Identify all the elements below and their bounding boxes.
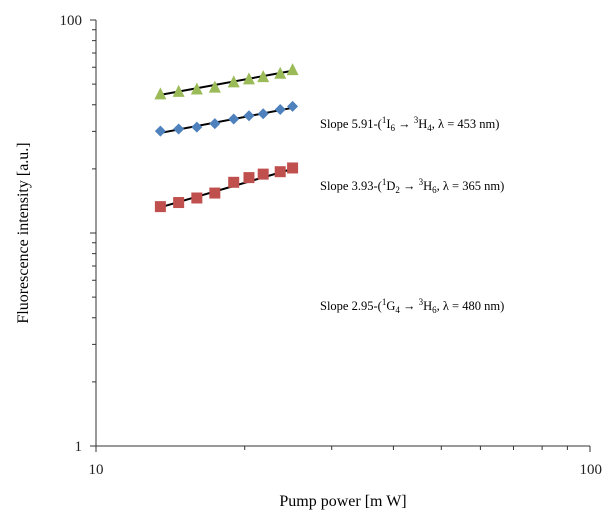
data-point	[173, 123, 185, 135]
trend-line	[160, 69, 293, 96]
annotation-layer: Slope 5.91-(1I6 → 3H4, λ = 453 nm) Slope …	[320, 115, 504, 315]
y-axis-label: Fluorescence intensity [a.u.]	[15, 142, 32, 323]
data-point	[227, 75, 240, 88]
data-point	[274, 104, 286, 116]
data-point	[173, 197, 185, 209]
data-point	[286, 63, 299, 76]
data-point	[172, 84, 185, 97]
data-point	[287, 100, 299, 112]
data-point	[257, 108, 269, 120]
data-point	[257, 70, 270, 83]
data-point	[154, 87, 167, 100]
x-tick-label: 10	[89, 462, 104, 478]
data-point	[208, 80, 221, 93]
series-square	[154, 162, 299, 213]
data-point	[209, 118, 221, 130]
series-triangle	[154, 63, 299, 100]
data-point	[209, 187, 221, 199]
x-axis-ticks: 10 100	[89, 446, 603, 478]
slope-annotation: Slope 3.93-(1D2 → 3H6, λ = 365 nm)	[320, 177, 504, 195]
data-point	[154, 201, 166, 213]
plot-area: 1 100 10 100 Slope 5.91-(1I6 → 3H4, λ = 45…	[60, 13, 603, 478]
data-point	[257, 168, 269, 180]
y-tick-label: 1	[75, 439, 83, 455]
data-point	[191, 192, 203, 204]
data-point	[287, 162, 299, 174]
data-point	[243, 110, 255, 122]
data-point	[274, 166, 286, 178]
x-tick-label: 100	[580, 462, 603, 478]
data-point	[243, 172, 255, 184]
series-diamond	[154, 100, 299, 137]
y-axis-ticks: 1 100	[60, 13, 96, 455]
x-axis-label: Pump power [m W]	[279, 493, 406, 510]
data-point	[228, 176, 240, 188]
data-point	[228, 113, 240, 125]
series-layer	[154, 63, 299, 213]
slope-annotation: Slope 2.95-(1G4 → 3H6, λ = 480 nm)	[320, 297, 504, 315]
data-point	[190, 82, 203, 95]
data-point	[242, 72, 255, 85]
data-point	[274, 66, 287, 79]
slope-annotation: Slope 5.91-(1I6 → 3H4, λ = 453 nm)	[320, 115, 499, 133]
data-point	[191, 121, 203, 133]
y-tick-label: 100	[60, 13, 83, 29]
data-point	[154, 125, 166, 137]
